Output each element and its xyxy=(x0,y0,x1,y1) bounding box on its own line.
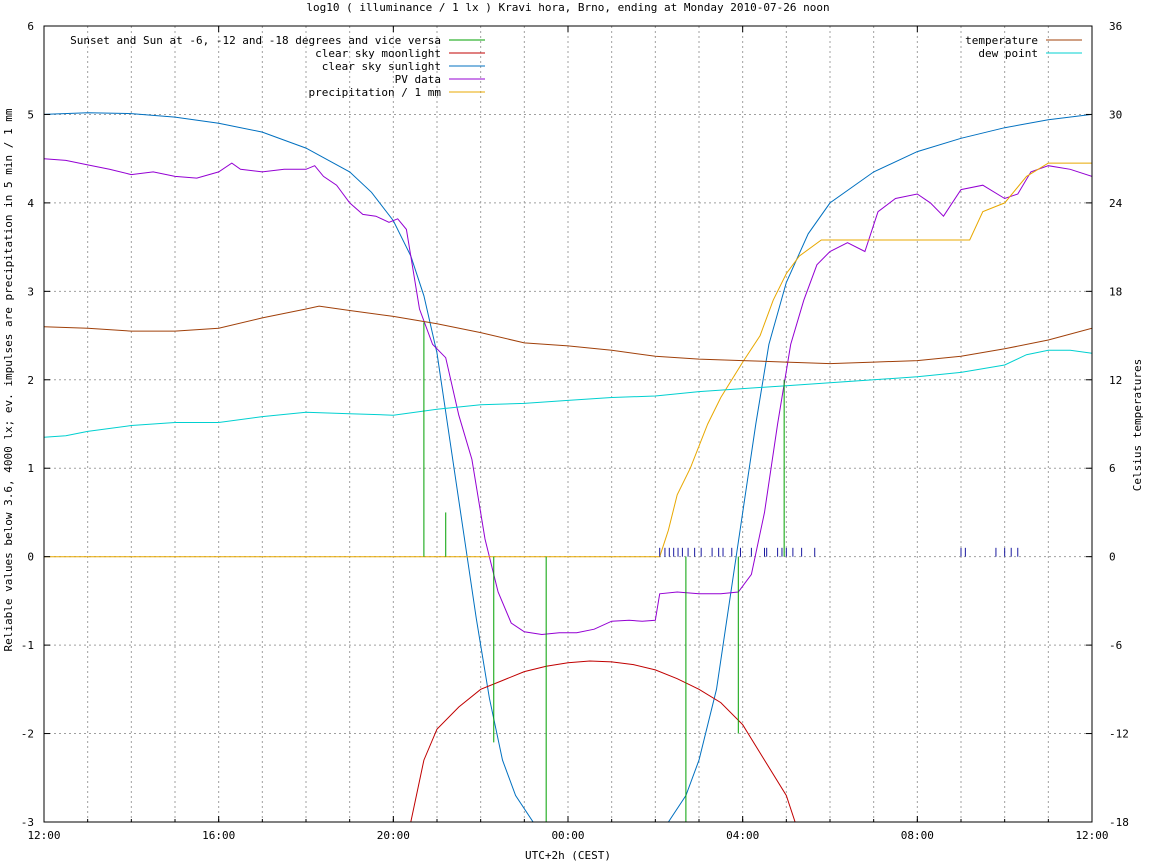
x-tick-label: 04:00 xyxy=(726,829,759,842)
x-tick-label: 00:00 xyxy=(551,829,584,842)
series-dew-point xyxy=(44,349,1092,438)
series-clear-sky-sunlight xyxy=(44,112,534,822)
y-axis-label: Reliable values below 3.6, 4000 lx; ev. … xyxy=(2,108,15,651)
legend-label: clear sky sunlight xyxy=(322,60,441,73)
series-clear-sky-moonlight xyxy=(410,660,796,822)
y2-tick-label: -6 xyxy=(1109,639,1122,652)
y-tick-label: 6 xyxy=(27,20,34,33)
y2-tick-label: -18 xyxy=(1109,816,1129,829)
legend-label: precipitation / 1 mm xyxy=(309,86,442,99)
legend-label: temperature xyxy=(965,34,1038,47)
legend: Sunset and Sun at -6, -12 and -18 degree… xyxy=(70,34,1082,99)
y-tick-label: 1 xyxy=(27,462,34,475)
y-tick-label: 3 xyxy=(27,285,34,298)
legend-label: Sunset and Sun at -6, -12 and -18 degree… xyxy=(70,34,441,47)
legend-label: dew point xyxy=(978,47,1038,60)
axes: 12:00 16:00 20:00 00:00 04:00 08:00 12:00-3-2-… xyxy=(21,20,1129,842)
legend-label: clear sky moonlight xyxy=(315,47,441,60)
y2-tick-label: 12 xyxy=(1109,374,1122,387)
x-tick-label: 12:00 xyxy=(27,829,60,842)
y2-tick-label: 24 xyxy=(1109,197,1123,210)
y-tick-label: -1 xyxy=(21,639,34,652)
legend-label: PV data xyxy=(395,73,441,86)
y-tick-label: 4 xyxy=(27,197,34,210)
series-precipitation-1-mm xyxy=(44,162,1092,558)
plot-area xyxy=(44,112,1092,822)
y2-tick-label: 0 xyxy=(1109,551,1116,564)
x-tick-label: 08:00 xyxy=(901,829,934,842)
y-tick-label: 2 xyxy=(27,374,34,387)
grid xyxy=(44,26,1092,822)
x-tick-label: 12:00 xyxy=(1075,829,1108,842)
y-tick-label: -2 xyxy=(21,728,34,741)
y2-axis-label: Celsius temperatures xyxy=(1131,359,1144,491)
y2-tick-label: -12 xyxy=(1109,728,1129,741)
series-clear-sky-sunlight-morning xyxy=(667,113,1092,822)
y2-tick-label: 30 xyxy=(1109,108,1122,121)
y-tick-label: -3 xyxy=(21,816,34,829)
x-tick-label: 20:00 xyxy=(377,829,410,842)
y2-tick-label: 6 xyxy=(1109,462,1116,475)
series-temperature xyxy=(44,305,1092,365)
series-pv-data xyxy=(44,158,1092,636)
chart-title: log10 ( illuminance / 1 lx ) Kravi hora,… xyxy=(306,1,829,14)
x-tick-label: 16:00 xyxy=(202,829,235,842)
y2-tick-label: 18 xyxy=(1109,285,1122,298)
y-tick-label: 5 xyxy=(27,108,34,121)
y2-tick-label: 36 xyxy=(1109,20,1122,33)
y-tick-label: 0 xyxy=(27,551,34,564)
x-axis-label: UTC+2h (CEST) xyxy=(525,849,611,862)
